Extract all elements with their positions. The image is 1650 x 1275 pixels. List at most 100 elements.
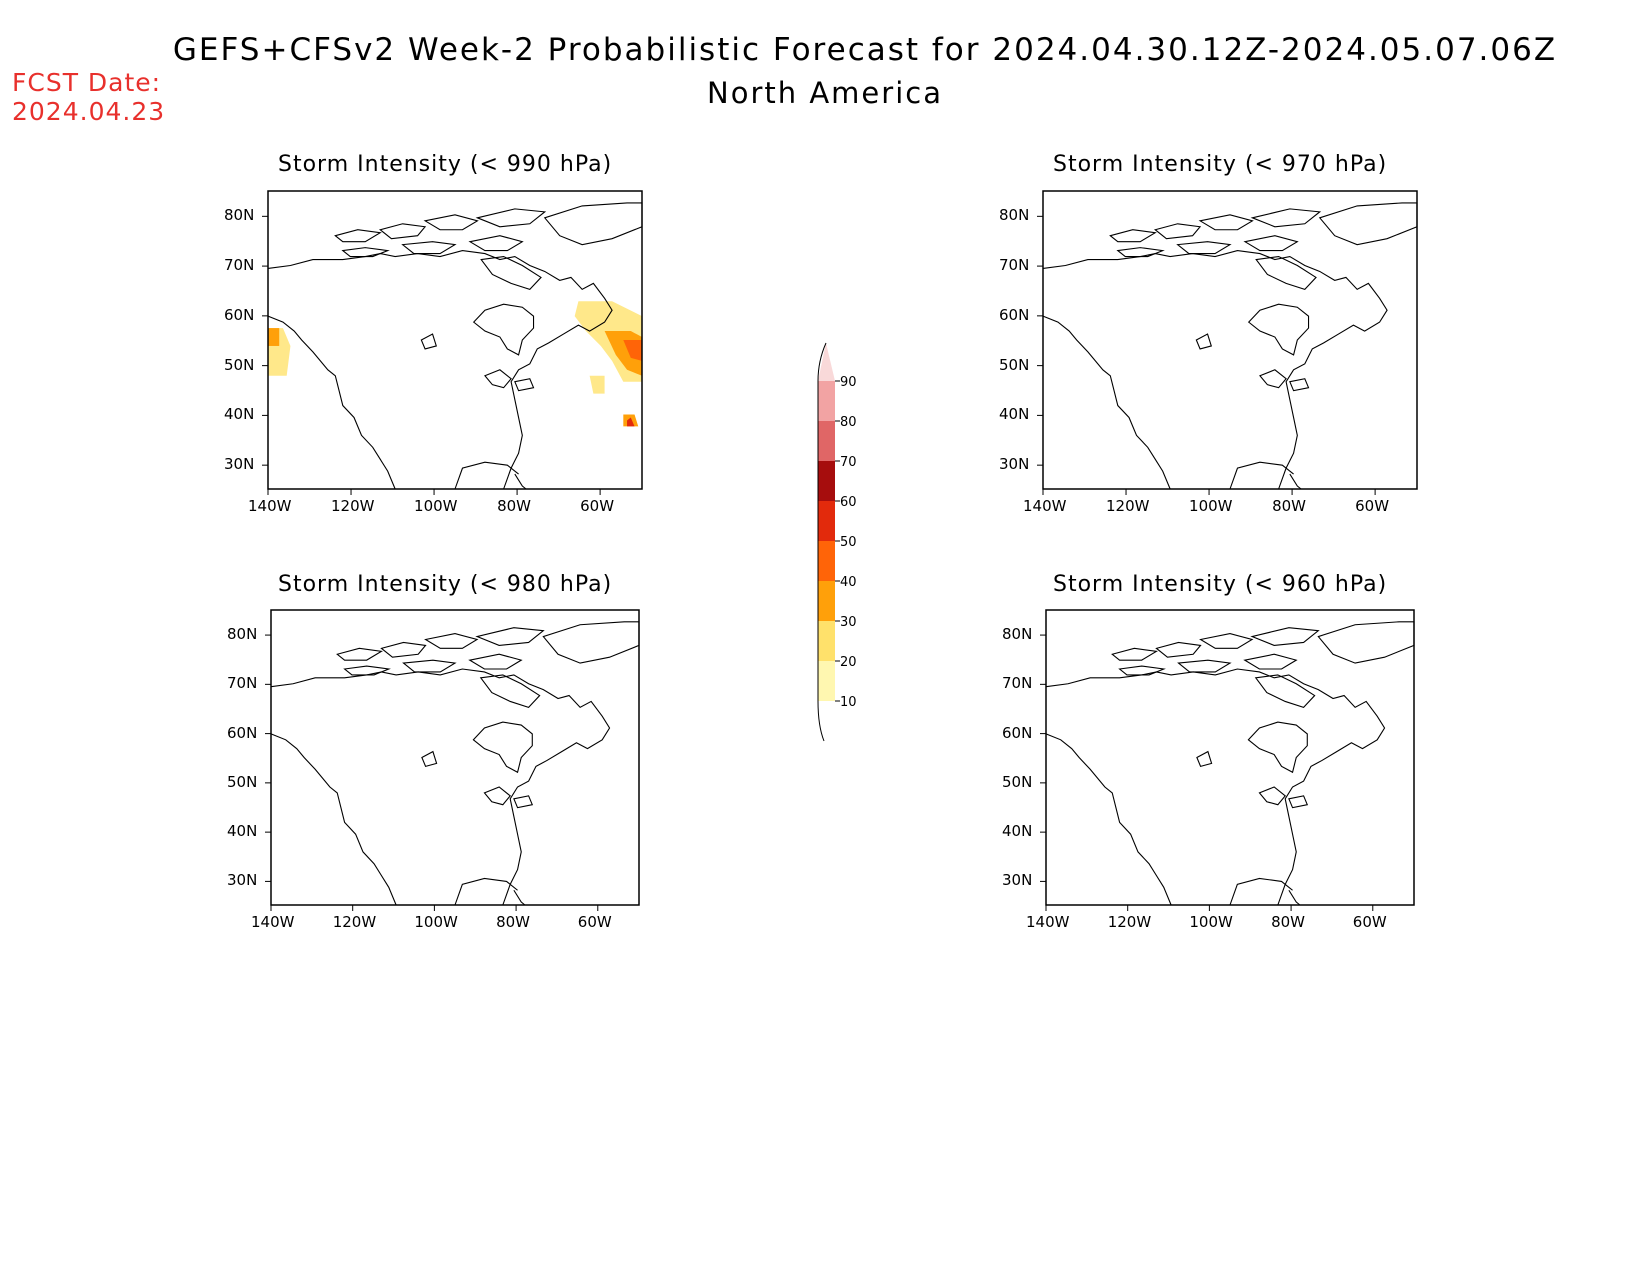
hudson-bay-outline bbox=[474, 304, 534, 355]
arctic-island-outline bbox=[1112, 648, 1156, 660]
hudson-bay-outline bbox=[1248, 722, 1307, 772]
coastline bbox=[1043, 251, 1387, 489]
map-content bbox=[1043, 203, 1417, 489]
lat-tick-label: 40N bbox=[224, 405, 255, 424]
florida-outline bbox=[1290, 474, 1301, 489]
lat-tick-label: 50N bbox=[224, 355, 255, 374]
arctic-island-outline bbox=[545, 203, 642, 245]
lat-tick-label: 70N bbox=[1002, 674, 1033, 693]
legend-colorbar: 90 80 70 60 50 40 30 20 10 bbox=[817, 342, 857, 742]
arctic-island-outline bbox=[403, 660, 455, 672]
legend-top-arrow bbox=[818, 343, 835, 381]
arctic-island-outline bbox=[1110, 230, 1155, 242]
great-lake-outline bbox=[1289, 796, 1307, 808]
arctic-island-outline bbox=[1252, 209, 1319, 227]
lat-tick-label: 80N bbox=[227, 625, 258, 644]
color-legend: 90 80 70 60 50 40 30 20 10 bbox=[800, 336, 880, 746]
lon-tick-label: 100W bbox=[414, 497, 458, 515]
lon-tick-label: 60W bbox=[580, 497, 615, 515]
legend-level-label: 30 bbox=[840, 615, 857, 630]
legend-level-label: 50 bbox=[840, 535, 857, 550]
lat-tick-label: 80N bbox=[999, 206, 1030, 225]
arctic-island-outline bbox=[337, 648, 381, 660]
legend-swatch bbox=[818, 461, 835, 501]
lat-tick-label: 60N bbox=[224, 305, 255, 324]
legend-level-label: 80 bbox=[840, 415, 857, 430]
arctic-island-outline bbox=[425, 215, 477, 230]
probability-shading bbox=[589, 375, 605, 394]
lat-tick-label: 70N bbox=[224, 256, 255, 275]
legend-swatch bbox=[818, 501, 835, 541]
legend-swatch bbox=[818, 661, 835, 701]
arctic-island-outline bbox=[1155, 224, 1200, 239]
fcst-date-block: FCST Date: 2024.04.23 bbox=[12, 68, 165, 126]
map-frame bbox=[270, 609, 640, 906]
legend-swatch bbox=[818, 421, 835, 461]
legend-swatch bbox=[818, 541, 835, 581]
lat-tick-label: 30N bbox=[999, 455, 1030, 474]
legend-level-label: 20 bbox=[840, 655, 857, 670]
map-content bbox=[268, 203, 642, 489]
panel-title: Storm Intensity (< 970 hPa) bbox=[1053, 152, 1388, 177]
legend-swatch bbox=[818, 381, 835, 421]
arctic-island-outline bbox=[470, 654, 522, 669]
lon-tick-label: 60W bbox=[577, 913, 612, 931]
great-lake-outline bbox=[1290, 379, 1309, 391]
map-frame bbox=[1045, 609, 1415, 906]
arctic-island-outline bbox=[1120, 666, 1164, 675]
hudson-bay-outline bbox=[473, 722, 532, 772]
lon-tick-label: 80W bbox=[496, 913, 530, 931]
map-content bbox=[271, 622, 639, 905]
arctic-island-outline bbox=[381, 642, 425, 657]
florida-outline bbox=[514, 890, 525, 905]
lon-tick-label: 140W bbox=[251, 913, 295, 931]
florida-outline bbox=[515, 474, 526, 489]
gulf-coast-outline bbox=[1230, 462, 1294, 489]
arctic-island-outline bbox=[1118, 248, 1163, 257]
legend-level-label: 10 bbox=[840, 695, 857, 710]
hudson-bay-outline bbox=[1249, 304, 1309, 355]
arctic-island-outline bbox=[1178, 242, 1230, 254]
arctic-island-outline bbox=[345, 666, 389, 675]
great-lake-outline bbox=[1197, 752, 1212, 767]
arctic-island-outline bbox=[380, 224, 425, 239]
arctic-island-outline bbox=[1256, 675, 1315, 707]
arctic-island-outline bbox=[543, 622, 639, 663]
great-lake-outline bbox=[422, 752, 437, 767]
gulf-coast-outline bbox=[455, 462, 519, 489]
arctic-island-outline bbox=[1318, 622, 1414, 663]
lat-tick-label: 80N bbox=[1002, 625, 1033, 644]
map-frame bbox=[1042, 190, 1418, 490]
lat-tick-label: 60N bbox=[1002, 723, 1033, 742]
arctic-island-outline bbox=[1320, 203, 1417, 245]
lat-tick-label: 30N bbox=[1002, 871, 1033, 890]
lat-tick-label: 50N bbox=[227, 772, 258, 791]
great-lake-outline bbox=[484, 787, 510, 805]
gulf-coast-outline bbox=[455, 878, 518, 905]
great-lake-outline bbox=[1196, 334, 1211, 349]
lat-tick-label: 40N bbox=[1002, 822, 1033, 841]
lon-tick-label: 80W bbox=[1272, 497, 1306, 515]
arctic-island-outline bbox=[1245, 654, 1297, 669]
coastline bbox=[271, 669, 610, 905]
legend-level-label: 90 bbox=[840, 375, 857, 390]
probability-shading bbox=[268, 328, 280, 346]
arctic-island-outline bbox=[481, 257, 541, 290]
lat-tick-label: 70N bbox=[999, 256, 1030, 275]
panel-title: Storm Intensity (< 980 hPa) bbox=[278, 572, 613, 597]
main-subtitle: North America bbox=[707, 76, 943, 110]
lat-tick-label: 80N bbox=[224, 206, 255, 225]
arctic-island-outline bbox=[470, 236, 522, 251]
coastline bbox=[268, 251, 612, 489]
lon-tick-label: 60W bbox=[1355, 497, 1390, 515]
legend-edge bbox=[817, 342, 827, 742]
lon-tick-label: 140W bbox=[1023, 497, 1067, 515]
lon-tick-label: 120W bbox=[1106, 497, 1150, 515]
lat-tick-label: 70N bbox=[227, 674, 258, 693]
map-panel bbox=[265, 609, 649, 911]
map-panel bbox=[262, 190, 652, 495]
coastline bbox=[1046, 669, 1385, 905]
lon-tick-label: 120W bbox=[1107, 913, 1152, 931]
arctic-island-outline bbox=[1156, 642, 1200, 657]
great-lake-outline bbox=[514, 796, 532, 808]
